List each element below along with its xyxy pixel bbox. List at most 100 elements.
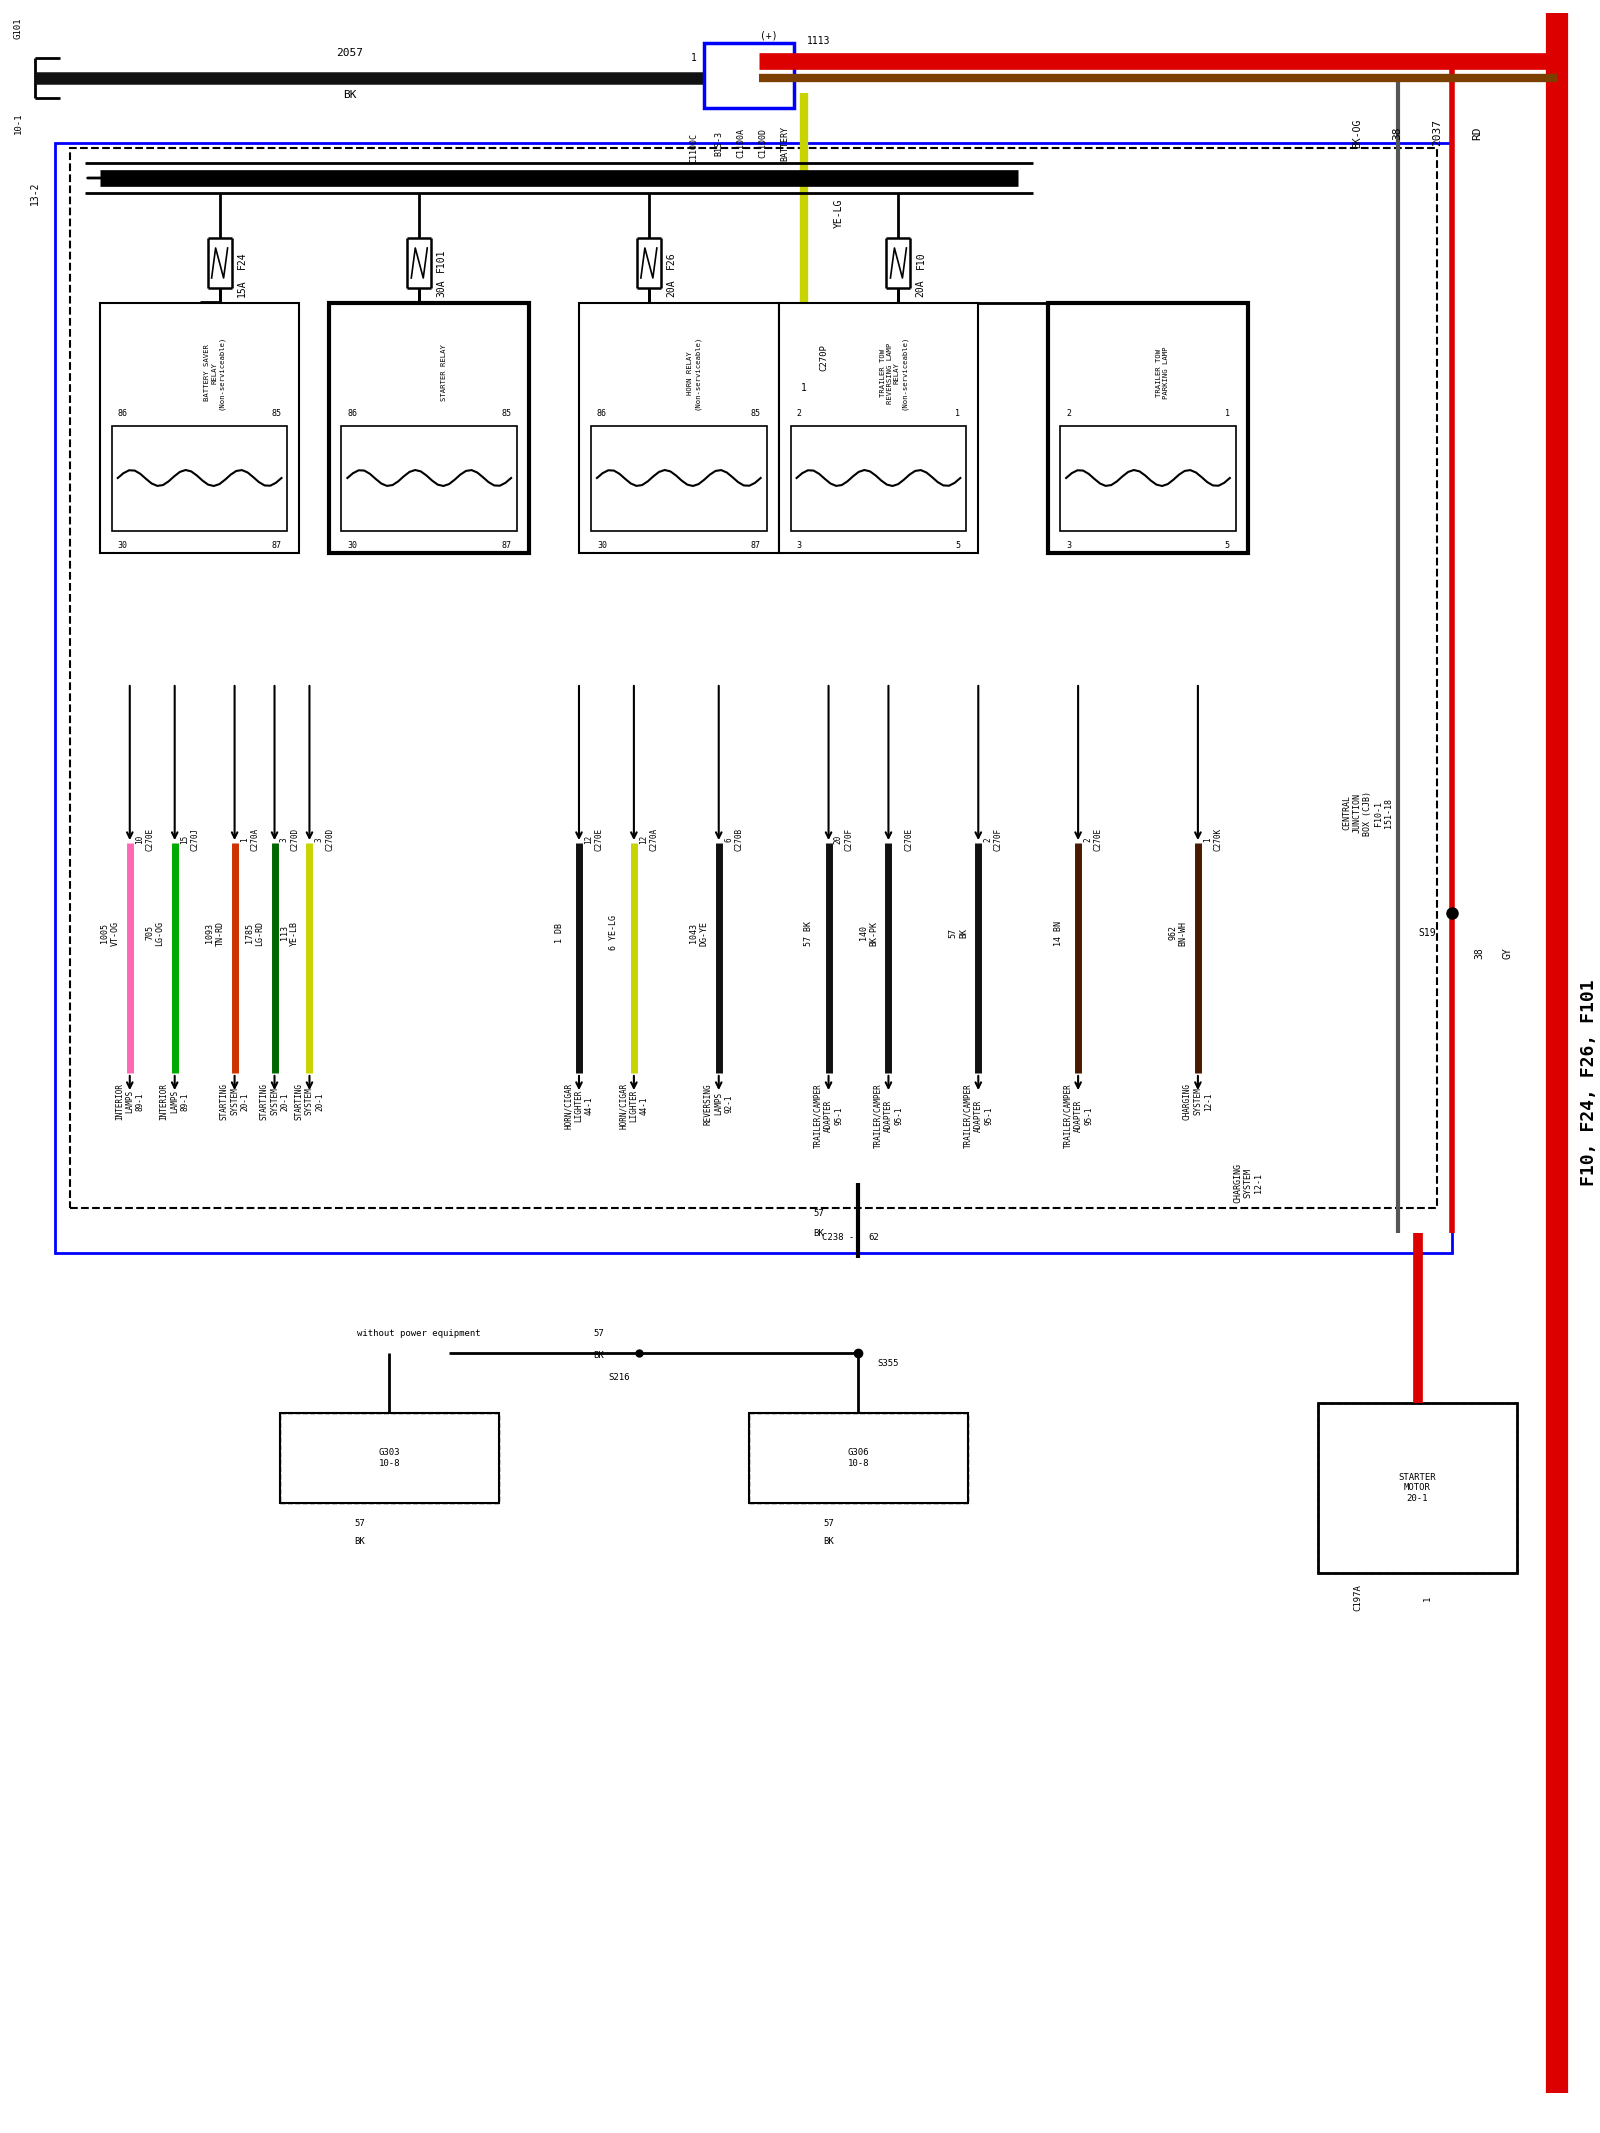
Text: 38: 38 xyxy=(1392,126,1403,141)
Text: 86: 86 xyxy=(118,410,128,418)
Text: 1
C270K: 1 C270K xyxy=(1203,828,1222,851)
Text: CENTRAL
JUNCTION
BOX (CJB)
F10-1
151-18: CENTRAL JUNCTION BOX (CJB) F10-1 151-18 xyxy=(1342,791,1394,836)
Text: 962
BN-WH: 962 BN-WH xyxy=(1168,921,1187,945)
Bar xyxy=(54,143,1453,1252)
Bar xyxy=(1048,303,1248,552)
Text: 85: 85 xyxy=(272,410,282,418)
Text: C197A: C197A xyxy=(1354,1585,1362,1610)
Bar xyxy=(70,147,1437,1207)
Text: C270E: C270E xyxy=(894,828,914,851)
Text: F10, F24, F26, F101: F10, F24, F26, F101 xyxy=(1581,979,1598,1186)
Text: BK: BK xyxy=(822,1536,834,1546)
Text: 15
C270J: 15 C270J xyxy=(179,828,200,851)
Text: BATTERY: BATTERY xyxy=(781,126,789,160)
Text: 2
C270F: 2 C270F xyxy=(984,828,1003,851)
Text: 57
BK: 57 BK xyxy=(949,928,968,939)
Text: 57 BK: 57 BK xyxy=(805,921,813,945)
Text: 30: 30 xyxy=(347,540,357,550)
Text: STARTER
MOTOR
20-1: STARTER MOTOR 20-1 xyxy=(1398,1474,1437,1504)
Text: 6 YE-LG: 6 YE-LG xyxy=(610,915,619,951)
Text: F24: F24 xyxy=(237,252,246,269)
Text: without power equipment: without power equipment xyxy=(357,1329,482,1337)
Text: HORN/CIGAR
LIGHTER
44-1: HORN/CIGAR LIGHTER 44-1 xyxy=(619,1084,648,1128)
Bar xyxy=(749,1412,968,1504)
Text: 3
C270D: 3 C270D xyxy=(280,828,299,851)
Text: TRAILER/CAMPER
ADAPTER
95-1: TRAILER/CAMPER ADAPTER 95-1 xyxy=(963,1084,994,1148)
Bar xyxy=(704,43,794,109)
Text: S19: S19 xyxy=(1419,928,1437,939)
Text: S355: S355 xyxy=(878,1359,899,1367)
Bar xyxy=(112,427,288,531)
Text: 705
LG-OG: 705 LG-OG xyxy=(146,921,165,945)
Text: 2037: 2037 xyxy=(1432,119,1443,147)
Text: BK: BK xyxy=(594,1350,605,1359)
Text: STARTING
SYSTEM
20-1: STARTING SYSTEM 20-1 xyxy=(294,1084,325,1120)
Text: F26: F26 xyxy=(666,252,675,269)
Text: BK: BK xyxy=(342,90,357,100)
Text: STARTER RELAY: STARTER RELAY xyxy=(442,346,448,401)
Text: INTERIOR
LAMPS
89-1: INTERIOR LAMPS 89-1 xyxy=(160,1084,189,1120)
Text: 3: 3 xyxy=(797,540,802,550)
Text: BATTERY SAVER
RELAY
(Non-serviceable): BATTERY SAVER RELAY (Non-serviceable) xyxy=(205,335,226,410)
Text: G101: G101 xyxy=(13,17,22,38)
Text: RD: RD xyxy=(1472,126,1483,141)
Bar xyxy=(779,303,978,552)
Bar xyxy=(790,427,966,531)
Text: 30: 30 xyxy=(597,540,606,550)
Text: 5: 5 xyxy=(1226,540,1230,550)
Text: 38: 38 xyxy=(1475,947,1485,960)
Text: C1100A: C1100A xyxy=(736,128,746,158)
Bar xyxy=(579,303,779,552)
Text: 57: 57 xyxy=(354,1519,365,1527)
Text: 6
C270B: 6 C270B xyxy=(725,828,744,851)
Text: C238 -: C238 - xyxy=(822,1233,854,1244)
Text: 20
C270F: 20 C270F xyxy=(834,828,853,851)
Text: 57: 57 xyxy=(813,1209,824,1218)
Text: (+): (+) xyxy=(760,32,778,41)
Text: 86: 86 xyxy=(597,410,606,418)
Text: BK-OG: BK-OG xyxy=(1352,117,1363,147)
Bar xyxy=(341,427,517,531)
Text: 85: 85 xyxy=(501,410,510,418)
Text: 13-2: 13-2 xyxy=(30,181,40,205)
Text: REVERSING
LAMPS
92-1: REVERSING LAMPS 92-1 xyxy=(704,1084,734,1124)
Bar xyxy=(1318,1404,1517,1572)
Text: 10-1: 10-1 xyxy=(13,113,22,134)
Text: HORN RELAY
(Non-serviceable): HORN RELAY (Non-serviceable) xyxy=(686,335,701,410)
Text: 1093
TN-RD: 1093 TN-RD xyxy=(205,921,224,945)
Text: 85: 85 xyxy=(750,410,760,418)
Text: 1: 1 xyxy=(955,410,960,418)
Text: C1100C: C1100C xyxy=(690,132,698,162)
Text: BK: BK xyxy=(813,1229,824,1237)
Bar xyxy=(330,303,530,552)
Text: C1100D: C1100D xyxy=(758,128,766,158)
Text: B1S-3: B1S-3 xyxy=(714,130,723,156)
Text: 1005
VT-OG: 1005 VT-OG xyxy=(101,921,120,945)
Text: 10
C270E: 10 C270E xyxy=(134,828,155,851)
Text: 1: 1 xyxy=(1422,1595,1432,1600)
Text: 14 BN: 14 BN xyxy=(1054,921,1062,945)
Text: G306
10-8: G306 10-8 xyxy=(848,1448,869,1468)
Text: 87: 87 xyxy=(501,540,510,550)
Bar xyxy=(1061,427,1235,531)
Text: 1 DB: 1 DB xyxy=(555,924,563,943)
Text: TRAILER/CAMPER
ADAPTER
95-1: TRAILER/CAMPER ADAPTER 95-1 xyxy=(1064,1084,1093,1148)
Text: STARTING
SYSTEM
20-1: STARTING SYSTEM 20-1 xyxy=(259,1084,290,1120)
Text: 3: 3 xyxy=(1066,540,1070,550)
Text: STARTING
SYSTEM
20-1: STARTING SYSTEM 20-1 xyxy=(219,1084,250,1120)
Text: 87: 87 xyxy=(750,540,760,550)
Text: 2: 2 xyxy=(1066,410,1070,418)
Bar xyxy=(1318,1404,1517,1572)
Bar xyxy=(280,1412,499,1504)
Text: TRAILER/CAMPER
ADAPTER
95-1: TRAILER/CAMPER ADAPTER 95-1 xyxy=(814,1084,843,1148)
Text: 12
C270A: 12 C270A xyxy=(638,828,659,851)
Text: 5: 5 xyxy=(955,540,960,550)
Text: F10: F10 xyxy=(915,252,925,269)
Text: 1043
DG-YE: 1043 DG-YE xyxy=(690,921,709,945)
Text: 1785
LG-RD: 1785 LG-RD xyxy=(245,921,264,945)
Bar xyxy=(99,303,299,552)
Text: CHARGING
SYSTEM
12-1: CHARGING SYSTEM 12-1 xyxy=(1182,1084,1213,1120)
Text: 30A: 30A xyxy=(437,279,446,296)
Text: 1113: 1113 xyxy=(806,36,830,47)
Text: INTERIOR
LAMPS
89-1: INTERIOR LAMPS 89-1 xyxy=(115,1084,144,1120)
